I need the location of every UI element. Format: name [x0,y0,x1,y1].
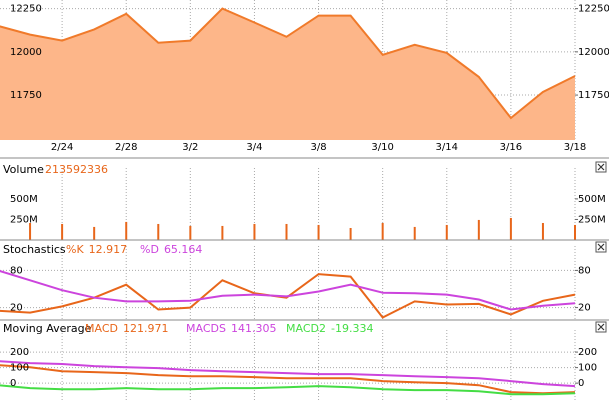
y-tick-label: 80 [578,265,591,276]
legend-reading: 121.971 [123,322,169,335]
y-tick-label: 11750 [10,90,42,101]
legend-name: %K [66,243,84,256]
legend-reading: 141.305 [231,322,277,335]
y-tick-label: 250M [10,214,38,225]
x-tick-label: 3/2 [182,142,198,153]
y-tick-label: 100 [10,363,29,374]
volume-bar [189,225,192,240]
volume-bar [253,223,256,240]
volume-bar [285,223,288,240]
volume-bar [445,224,448,240]
volume-bar [157,223,160,240]
legend-name: %D [140,243,159,256]
close-button[interactable] [595,161,607,173]
legend-reading: -19.334 [331,322,373,335]
y-tick-label: 200 [578,347,597,358]
price-line [0,7,576,120]
volume-bar [509,217,512,240]
y-tick-label: 11750 [578,90,609,101]
volume-bar [61,223,64,240]
indicator-line [0,269,576,311]
x-tick-label: 2/24 [51,142,73,153]
legend-name: MACD2 [286,322,326,335]
volume-bar [93,226,96,240]
indicator-line [0,384,576,396]
y-tick-label: 500M [10,194,38,205]
volume-bar [125,221,128,240]
y-tick-label: 12000 [10,47,42,58]
x-tick-label: 2/28 [115,142,137,153]
y-tick-label: 80 [10,265,23,276]
x-tick-label: 3/18 [564,142,586,153]
y-tick-label: 100 [578,363,597,374]
y-tick-label: 200 [10,347,29,358]
y-tick-label: 0 [10,378,16,389]
y-tick-label: 12000 [578,47,609,58]
y-tick-label: 12250 [578,4,609,15]
legend-name: MACDS [186,322,226,335]
panel-reading: 213592336 [45,163,108,176]
panel-title: Stochastics [3,243,66,256]
panel-title: Volume [3,163,44,176]
y-tick-label: 0 [578,378,584,389]
volume-bar [574,224,576,240]
y-tick-label: 12250 [10,4,42,15]
legend-reading: 65.164 [164,243,203,256]
indicator-line [0,364,576,395]
x-tick-label: 3/10 [371,142,393,153]
y-tick-label: 20 [578,303,591,314]
x-tick-label: 3/16 [500,142,522,153]
volume-bar [349,228,352,240]
legend-name: MACD [85,322,118,335]
price-area [0,8,575,140]
panel-title: Moving Average [3,322,92,335]
volume-bar [477,219,480,240]
close-button[interactable] [595,241,607,253]
y-tick-label: 20 [10,303,23,314]
volume-bar [413,226,416,240]
y-tick-label: 250M [578,214,606,225]
volume-bar [541,222,544,240]
volume-bar [381,222,384,240]
x-tick-label: 3/8 [311,142,327,153]
indicator-line [0,360,576,388]
volume-bar [317,224,320,240]
volume-bar [29,222,32,240]
legend-reading: 12.917 [89,243,128,256]
close-button[interactable] [595,321,607,333]
x-tick-label: 3/14 [436,142,458,153]
y-tick-label: 500M [578,194,606,205]
x-tick-label: 3/4 [246,142,262,153]
volume-bar [221,225,224,240]
